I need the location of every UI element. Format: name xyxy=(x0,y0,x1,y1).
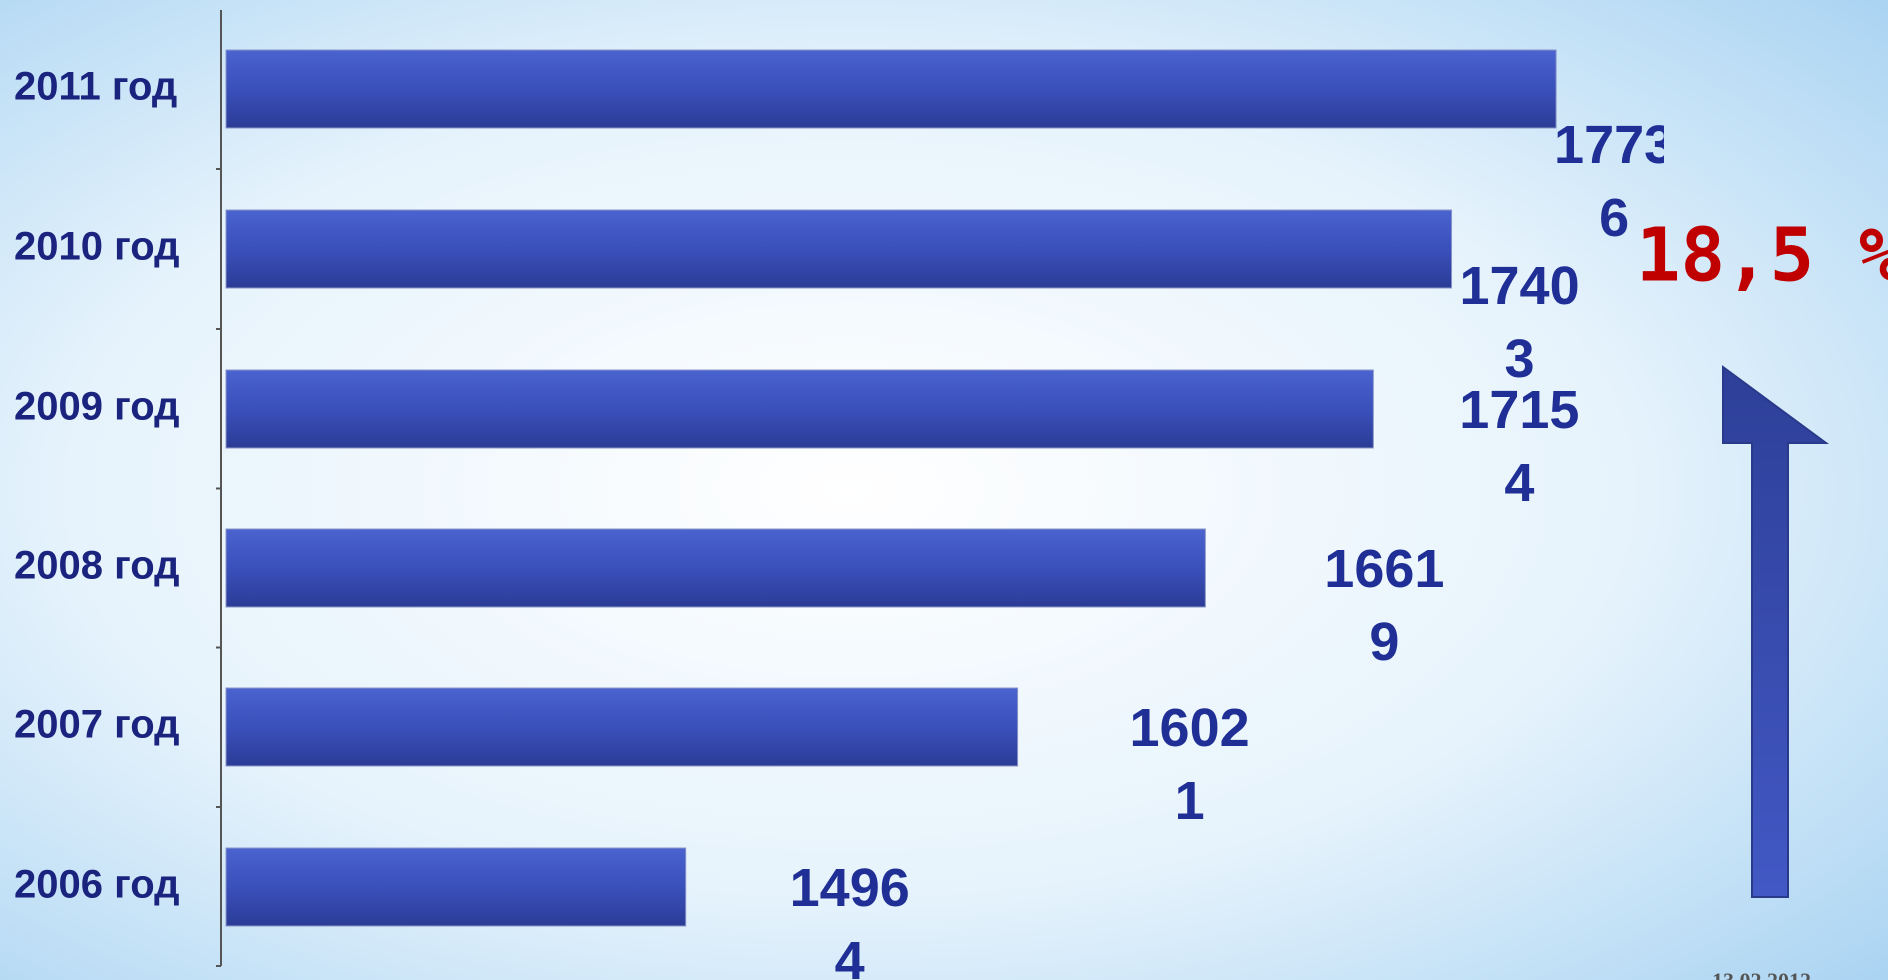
bar xyxy=(225,847,687,927)
value-label: 1715 4 xyxy=(1459,380,1579,513)
bar xyxy=(225,209,1453,289)
bar xyxy=(225,369,1374,449)
growth-arrow xyxy=(1722,365,1830,898)
y-tick-label: 2007 год xyxy=(14,703,180,747)
value-label: 1661 9 xyxy=(1324,539,1444,672)
annotation: 18,5 % xyxy=(1636,213,1888,299)
y-tick-label: 2009 год xyxy=(14,385,180,429)
value-label: 1602 1 xyxy=(1130,698,1250,831)
y-tick-label: 2008 год xyxy=(14,544,180,588)
value-label: 1496 4 xyxy=(790,858,910,980)
y-tick-label: 2010 год xyxy=(14,225,180,269)
bar xyxy=(225,49,1557,129)
bar xyxy=(225,528,1206,608)
value-label: 1740 3 xyxy=(1459,256,1579,389)
value-label: 1773 6 xyxy=(1554,115,1674,248)
y-tick-label: 2006 год xyxy=(14,863,180,907)
y-tick-label: 2011 год xyxy=(14,65,177,109)
bar xyxy=(225,687,1019,767)
date: 13.02.2012 xyxy=(1712,968,1811,980)
